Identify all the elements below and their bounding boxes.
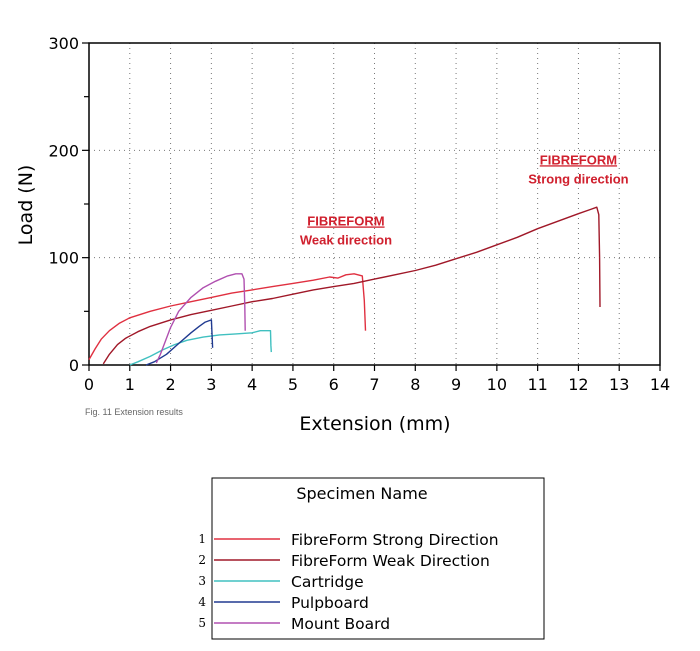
series-line-1 (88, 273, 367, 360)
x-tick-label: 8 (410, 375, 420, 394)
x-tick-label: 5 (288, 375, 298, 394)
y-tick-label: 100 (48, 249, 79, 268)
x-tick-label: 10 (487, 375, 507, 394)
legend-number: 1 (198, 532, 206, 546)
y-tick-label: 200 (48, 141, 79, 160)
x-tick-label: 11 (527, 375, 547, 394)
series-line-5 (155, 273, 246, 364)
legend-title: Specimen Name (296, 484, 427, 503)
series-lines (88, 206, 601, 366)
x-tick-label: 2 (165, 375, 175, 394)
x-tick-label: 13 (609, 375, 629, 394)
x-tick-label: 6 (329, 375, 339, 394)
x-tick-label: 0 (84, 375, 94, 394)
x-axis-title: Extension (mm) (299, 413, 450, 435)
legend-label: FibreForm Weak Direction (291, 552, 490, 570)
figure-caption: Fig. 11 Extension results (85, 407, 183, 417)
legend-label: Pulpboard (291, 594, 369, 612)
legend-label: Cartridge (291, 573, 364, 591)
legend: Specimen Name 1 FibreForm Strong Directio… (198, 477, 545, 640)
x-ticks: 0 1 2 3 4 5 6 7 8 9 10 11 12 13 14 (84, 365, 670, 394)
y-tick-label: 300 (48, 34, 79, 53)
grid (89, 43, 660, 365)
y-tick-label: 0 (69, 356, 79, 375)
x-tick-label: 1 (125, 375, 135, 394)
y-axis-title: Load (N) (15, 165, 37, 246)
legend-items: 1 FibreForm Strong Direction 2 FibreForm We… (198, 531, 498, 633)
x-tick-label: 3 (206, 375, 216, 394)
annotation-subtitle-1: Weak direction (300, 232, 392, 247)
legend-number: 3 (198, 574, 206, 588)
series-line-2 (102, 206, 601, 365)
x-tick-label: 14 (650, 375, 670, 394)
annotation-title-1: FIBREFORM (307, 213, 384, 228)
y-ticks: 0 100 200 300 (48, 34, 89, 375)
legend-number: 2 (198, 553, 206, 567)
legend-box (211, 477, 545, 640)
x-tick-label: 12 (568, 375, 588, 394)
legend-label: Mount Board (291, 615, 390, 633)
x-tick-label: 7 (369, 375, 379, 394)
x-tick-label: 9 (451, 375, 461, 394)
series-line-3 (129, 330, 272, 366)
legend-number: 4 (198, 595, 206, 609)
annotations: FIBREFORM Weak direction FIBREFORM Strong d… (300, 152, 629, 247)
legend-number: 5 (198, 616, 206, 630)
annotation-title-2: FIBREFORM (540, 152, 617, 167)
x-tick-label: 4 (247, 375, 257, 394)
series-line-4 (145, 319, 214, 366)
annotation-subtitle-2: Strong direction (528, 171, 628, 186)
legend-label: FibreForm Strong Direction (291, 531, 499, 549)
